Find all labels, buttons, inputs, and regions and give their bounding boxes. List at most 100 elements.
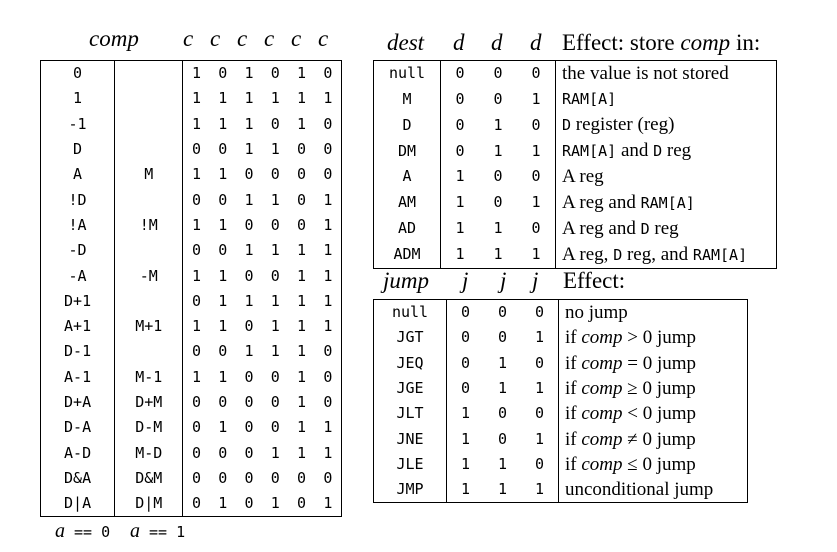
- dest-row: AD 1 1 0 A reg and D reg: [373, 215, 777, 242]
- jump-effect: if comp ≠ 0 jump: [565, 428, 696, 450]
- comp-row: -1 1 1 1 0 1 0: [40, 111, 342, 137]
- comp-c-bit: 1: [218, 89, 228, 108]
- comp-c-bit: 1: [218, 266, 228, 285]
- dest-d-bit: 0: [455, 89, 465, 108]
- dest-effect: A reg: [562, 166, 604, 188]
- comp-c-bit: 0: [323, 342, 333, 361]
- comp-a0-mnemonic: D-1: [40, 339, 116, 365]
- comp-c-bit: 1: [218, 317, 228, 336]
- comp-a1-mnemonic: [114, 111, 184, 137]
- d-bit-header-1: d: [453, 30, 465, 55]
- comp-c-bit: 1: [323, 241, 333, 260]
- j-bit-header-3: j: [532, 268, 539, 293]
- comp-c-bit: 1: [270, 443, 280, 462]
- comp-c-bit: 0: [244, 317, 254, 336]
- comp-c-bit: 0: [270, 393, 280, 411]
- comp-c-bit: 0: [323, 140, 333, 159]
- dest-effect: RAM[A] and D reg: [562, 140, 692, 162]
- jump-j-bit: 0: [497, 303, 508, 322]
- comp-c-bit: 0: [218, 190, 228, 209]
- comp-row: A+1 M+1 1 1 0 1 1 1: [40, 313, 342, 340]
- comp-c-bit: 1: [218, 418, 228, 437]
- dest-d-bit: 0: [455, 115, 465, 134]
- comp-c-bit: 0: [297, 165, 307, 184]
- jump-j-bit: 0: [497, 328, 508, 347]
- comp-a1-mnemonic: -M: [114, 263, 184, 289]
- comp-c-bit: 1: [244, 291, 254, 310]
- comp-header: comp: [89, 26, 139, 51]
- dest-d-bit: 0: [455, 141, 465, 160]
- comp-c-bit: 0: [218, 393, 228, 411]
- comp-c-bit: 0: [323, 165, 333, 184]
- comp-c-bit: 1: [323, 89, 333, 108]
- jump-mnemonic: JGE: [373, 375, 447, 402]
- comp-row: -A -M 1 1 0 0 1 1: [40, 263, 342, 289]
- dest-effect: A reg and RAM[A]: [562, 191, 695, 213]
- c-bit-header-6: c: [318, 26, 329, 51]
- comp-row: D&A D&M 0 0 0 0 0 0: [40, 465, 342, 492]
- comp-a1-mnemonic: [114, 339, 184, 365]
- jump-table: null 0 0 0 no jump JGT 0 0 1 if comp > 0 jump JEQ 0…: [373, 299, 748, 504]
- comp-c-bit: 1: [323, 494, 333, 513]
- comp-c-bit: 1: [323, 443, 333, 462]
- comp-a1-mnemonic: M-1: [114, 364, 184, 390]
- jump-j-bit: 0: [521, 451, 559, 478]
- jump-row: JGE 0 1 1 if comp ≥ 0 jump: [373, 375, 748, 402]
- comp-c-bit: 0: [244, 367, 254, 386]
- comp-a0-mnemonic: D+1: [40, 288, 116, 314]
- comp-a0-mnemonic: -1: [40, 111, 116, 137]
- comp-a1-mnemonic: M: [114, 162, 184, 188]
- comp-c-bit: 0: [218, 342, 228, 361]
- comp-c-bit: 1: [218, 215, 228, 234]
- comp-c-bit: 0: [297, 468, 307, 487]
- dest-d-bit: 0: [517, 112, 556, 139]
- comp-row: !A !M 1 1 0 0 0 1: [40, 212, 342, 239]
- comp-c-bit: 1: [323, 418, 333, 437]
- jump-effect: if comp ≥ 0 jump: [565, 378, 696, 400]
- jump-row: JLE 1 1 0 if comp ≤ 0 jump: [373, 451, 748, 478]
- dest-row: AM 1 0 1 A reg and RAM[A]: [373, 189, 777, 216]
- dest-d-bit: 0: [517, 215, 556, 242]
- comp-c-bit: 0: [270, 468, 280, 487]
- comp-a1-mnemonic: M-D: [114, 440, 184, 466]
- jump-effect: if comp > 0 jump: [565, 327, 697, 349]
- comp-a0-mnemonic: A-D: [40, 440, 116, 466]
- comp-c-bit: 1: [244, 114, 254, 133]
- dest-effect: D register (reg): [562, 114, 675, 136]
- comp-a1-mnemonic: D|M: [114, 491, 184, 517]
- dest-d-bit: 1: [455, 167, 465, 186]
- jump-j-bit: 1: [521, 325, 559, 351]
- jump-mnemonic: null: [373, 299, 447, 326]
- comp-c-bit: 1: [297, 291, 307, 310]
- dest-mnemonic: A: [373, 164, 441, 190]
- dest-effect: the value is not stored: [562, 63, 729, 85]
- comp-c-bit: 1: [323, 266, 333, 285]
- dest-d-bit: 1: [493, 219, 503, 238]
- comp-row: D+1 0 1 1 1 1 1: [40, 288, 342, 314]
- comp-c-bit: 1: [297, 367, 307, 386]
- comp-c-bit: 1: [297, 114, 307, 133]
- jump-j-bit: 1: [497, 379, 508, 398]
- comp-c-bit: 0: [191, 190, 201, 209]
- comp-c-bit: 0: [323, 114, 333, 133]
- comp-c-bit: 0: [191, 140, 201, 159]
- dest-d-bit: 1: [455, 193, 465, 212]
- comp-c-bit: 0: [244, 468, 254, 487]
- dest-d-bit: 1: [517, 86, 556, 113]
- jump-j-bit: 1: [460, 404, 471, 423]
- comp-c-bit: 1: [244, 190, 254, 209]
- comp-a1-mnemonic: D+M: [114, 389, 184, 416]
- comp-a1-mnemonic: [114, 86, 184, 112]
- comp-c-bit: 1: [297, 418, 307, 437]
- comp-row: -D 0 0 1 1 1 1: [40, 238, 342, 264]
- comp-c-bit: 1: [297, 443, 307, 462]
- comp-c-bit: 0: [323, 64, 333, 83]
- d-bit-header-2: d: [491, 30, 503, 55]
- dest-d-bit: 1: [455, 219, 465, 238]
- dest-d-bit: 0: [493, 167, 503, 186]
- comp-c-bit: 1: [270, 317, 280, 336]
